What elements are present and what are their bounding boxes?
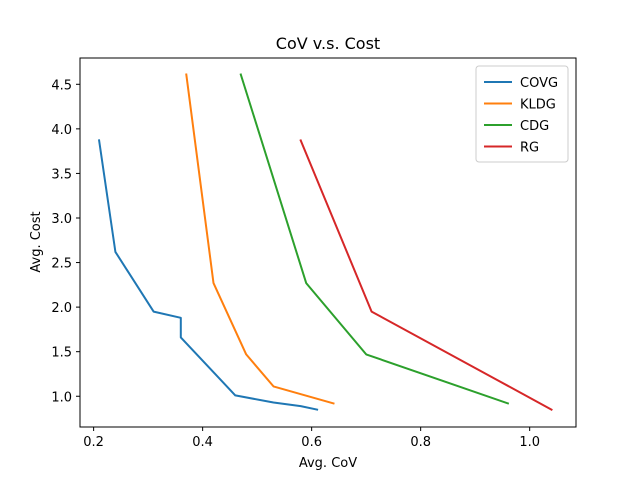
series-line-covg: [97, 139, 319, 411]
legend-label-covg: COVG: [520, 76, 558, 91]
y-tick-label: 2.5: [51, 257, 72, 272]
x-tick-label: 0.8: [410, 435, 431, 450]
series-line-kldg: [185, 73, 335, 405]
legend-label-cdg: CDG: [520, 119, 549, 134]
y-tick-label: 1.0: [51, 390, 72, 405]
x-tick-label: 0.2: [83, 435, 104, 450]
x-tick-label: 1.0: [519, 435, 540, 450]
plot-area: [79, 57, 577, 428]
x-tick-label: 0.6: [301, 435, 322, 450]
legend-box: [475, 65, 569, 163]
legend: COVG KLDG CDG RG: [475, 65, 569, 163]
x-tick-label: 0.4: [192, 435, 213, 450]
series-group: [97, 73, 553, 411]
y-tick-label: 4.0: [51, 123, 72, 138]
y-tick-label: 4.5: [51, 78, 72, 93]
chart-title: CoV v.s. Cost: [276, 34, 380, 53]
y-axis-title: Avg. Cost: [29, 211, 44, 272]
legend-label-rg: RG: [520, 141, 539, 156]
plot-frame: [79, 57, 577, 428]
series-line-cdg: [239, 73, 510, 405]
y-tick-label: 2.0: [51, 301, 72, 316]
y-tick-label: 3.5: [51, 167, 72, 182]
legend-label-kldg: KLDG: [520, 98, 556, 113]
y-tick-label: 1.5: [51, 346, 72, 361]
series-line-rg: [299, 139, 553, 411]
y-tick-label: 3.0: [51, 212, 72, 227]
x-axis-title: Avg. CoV: [299, 456, 357, 471]
y-axis: 1.0 1.5 2.0 2.5 3.0 3.5 4.0 4.5: [51, 78, 80, 405]
x-axis: 0.2 0.4 0.6 0.8 1.0: [83, 427, 540, 450]
